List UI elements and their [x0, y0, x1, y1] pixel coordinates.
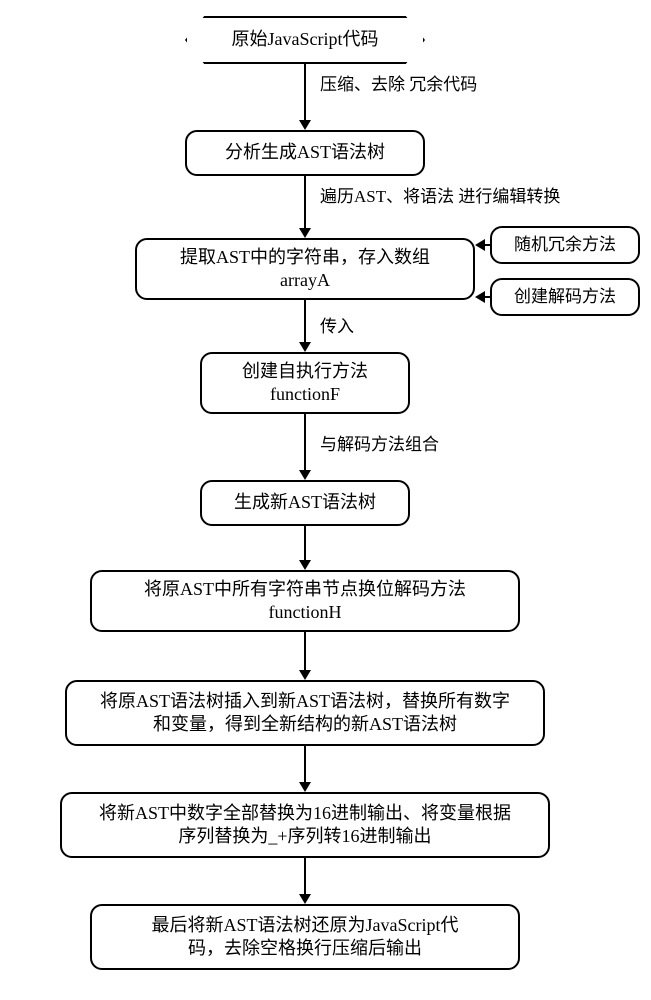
- process-node: 提取AST中的字符串，存入数组 arrayA: [135, 238, 475, 300]
- edge: [304, 176, 306, 228]
- node-label: 提取AST中的字符串，存入数组 arrayA: [180, 246, 430, 293]
- arrowhead: [299, 120, 311, 130]
- node-label: 将原AST中所有字符串节点换位解码方法 functionH: [144, 578, 466, 625]
- node-label: 原始JavaScript代码: [232, 28, 379, 51]
- arrowhead: [299, 342, 311, 352]
- edge-label: 遍历AST、将语法 进行编辑转换: [320, 186, 560, 208]
- arrowhead: [299, 470, 311, 480]
- edge: [304, 300, 306, 342]
- arrowhead: [475, 291, 485, 303]
- process-node: 将原AST中所有字符串节点换位解码方法 functionH: [90, 570, 520, 632]
- process-node: 创建自执行方法 functionF: [200, 352, 410, 414]
- arrowhead: [299, 782, 311, 792]
- node-label: 将原AST语法树插入到新AST语法树，替换所有数字 和变量，得到全新结构的新AS…: [100, 690, 510, 737]
- node-label: 将新AST中数字全部替换为16进制输出、将变量根据 序列替换为_+序列转16进制…: [99, 802, 511, 849]
- edge: [485, 244, 490, 246]
- arrowhead: [475, 239, 485, 251]
- edge: [304, 746, 306, 782]
- end-node: 最后将新AST语法树还原为JavaScript代 码，去除空格换行压缩后输出: [90, 904, 520, 970]
- edge-label: 与解码方法组合: [320, 434, 439, 456]
- arrowhead: [299, 560, 311, 570]
- start-node: 原始JavaScript代码: [185, 16, 425, 64]
- process-node: 将原AST语法树插入到新AST语法树，替换所有数字 和变量，得到全新结构的新AS…: [65, 680, 545, 746]
- edge: [485, 296, 490, 298]
- node-label: 生成新AST语法树: [234, 491, 376, 514]
- node-label: 最后将新AST语法树还原为JavaScript代 码，去除空格换行压缩后输出: [152, 914, 459, 961]
- process-node: 生成新AST语法树: [200, 480, 410, 526]
- node-label: 创建解码方法: [514, 286, 616, 308]
- edge-label: 压缩、去除 冗余代码: [320, 74, 477, 96]
- arrowhead: [299, 670, 311, 680]
- arrowhead: [299, 894, 311, 904]
- process-node: 分析生成AST语法树: [185, 130, 425, 176]
- side-node: 创建解码方法: [490, 278, 640, 316]
- edge-label: 传入: [320, 316, 354, 338]
- process-node: 将新AST中数字全部替换为16进制输出、将变量根据 序列替换为_+序列转16进制…: [60, 792, 550, 858]
- edge: [304, 64, 306, 120]
- arrowhead: [299, 228, 311, 238]
- side-node: 随机冗余方法: [490, 226, 640, 264]
- edge: [304, 414, 306, 470]
- node-label: 创建自执行方法 functionF: [242, 360, 368, 407]
- edge: [304, 526, 306, 560]
- node-label: 分析生成AST语法树: [225, 141, 385, 164]
- edge: [304, 632, 306, 670]
- node-label: 随机冗余方法: [514, 234, 616, 256]
- edge: [304, 858, 306, 894]
